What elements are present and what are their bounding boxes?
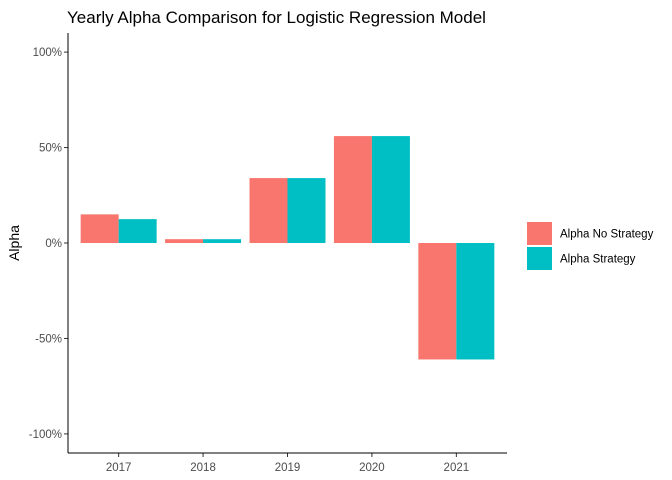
- bar-alpha-no-strategy-2020: [333, 136, 372, 243]
- bars: [80, 136, 495, 360]
- legend-swatch: [527, 222, 552, 245]
- y-axis-title: Alpha: [6, 225, 22, 261]
- legend-swatch: [527, 247, 552, 270]
- legend: Alpha No Strategy Alpha Strategy: [527, 222, 654, 270]
- bar-alpha-strategy-2020: [371, 136, 410, 243]
- y-tick-label: -50%: [35, 333, 62, 345]
- x-axis: 2017 2018 2019 2020 2021: [106, 453, 469, 474]
- legend-label: Alpha No Strategy: [560, 229, 654, 241]
- bar-alpha-strategy-2019: [287, 178, 326, 243]
- x-tick-label: 2020: [359, 462, 385, 474]
- bar-alpha-no-strategy-2017: [80, 214, 119, 243]
- x-tick-label: 2019: [275, 462, 301, 474]
- legend-label: Alpha Strategy: [560, 254, 636, 266]
- y-tick-label: -100%: [29, 429, 62, 441]
- bar-alpha-no-strategy-2018: [165, 239, 204, 243]
- x-tick-label: 2017: [106, 462, 132, 474]
- bar-alpha-no-strategy-2019: [249, 178, 288, 243]
- bar-alpha-strategy-2018: [203, 239, 242, 243]
- bar-alpha-no-strategy-2021: [418, 243, 457, 360]
- y-tick-label: 0%: [45, 238, 62, 250]
- y-axis: -100% -50% 0% 50% 100%: [29, 47, 68, 441]
- y-tick-label: 100%: [33, 47, 62, 59]
- x-tick-label: 2018: [190, 462, 216, 474]
- chart-title: Yearly Alpha Comparison for Logistic Reg…: [67, 8, 486, 27]
- bar-alpha-strategy-2017: [118, 219, 157, 243]
- bar-alpha-strategy-2021: [456, 243, 495, 360]
- y-tick-label: 50%: [39, 143, 62, 155]
- x-tick-label: 2021: [444, 462, 470, 474]
